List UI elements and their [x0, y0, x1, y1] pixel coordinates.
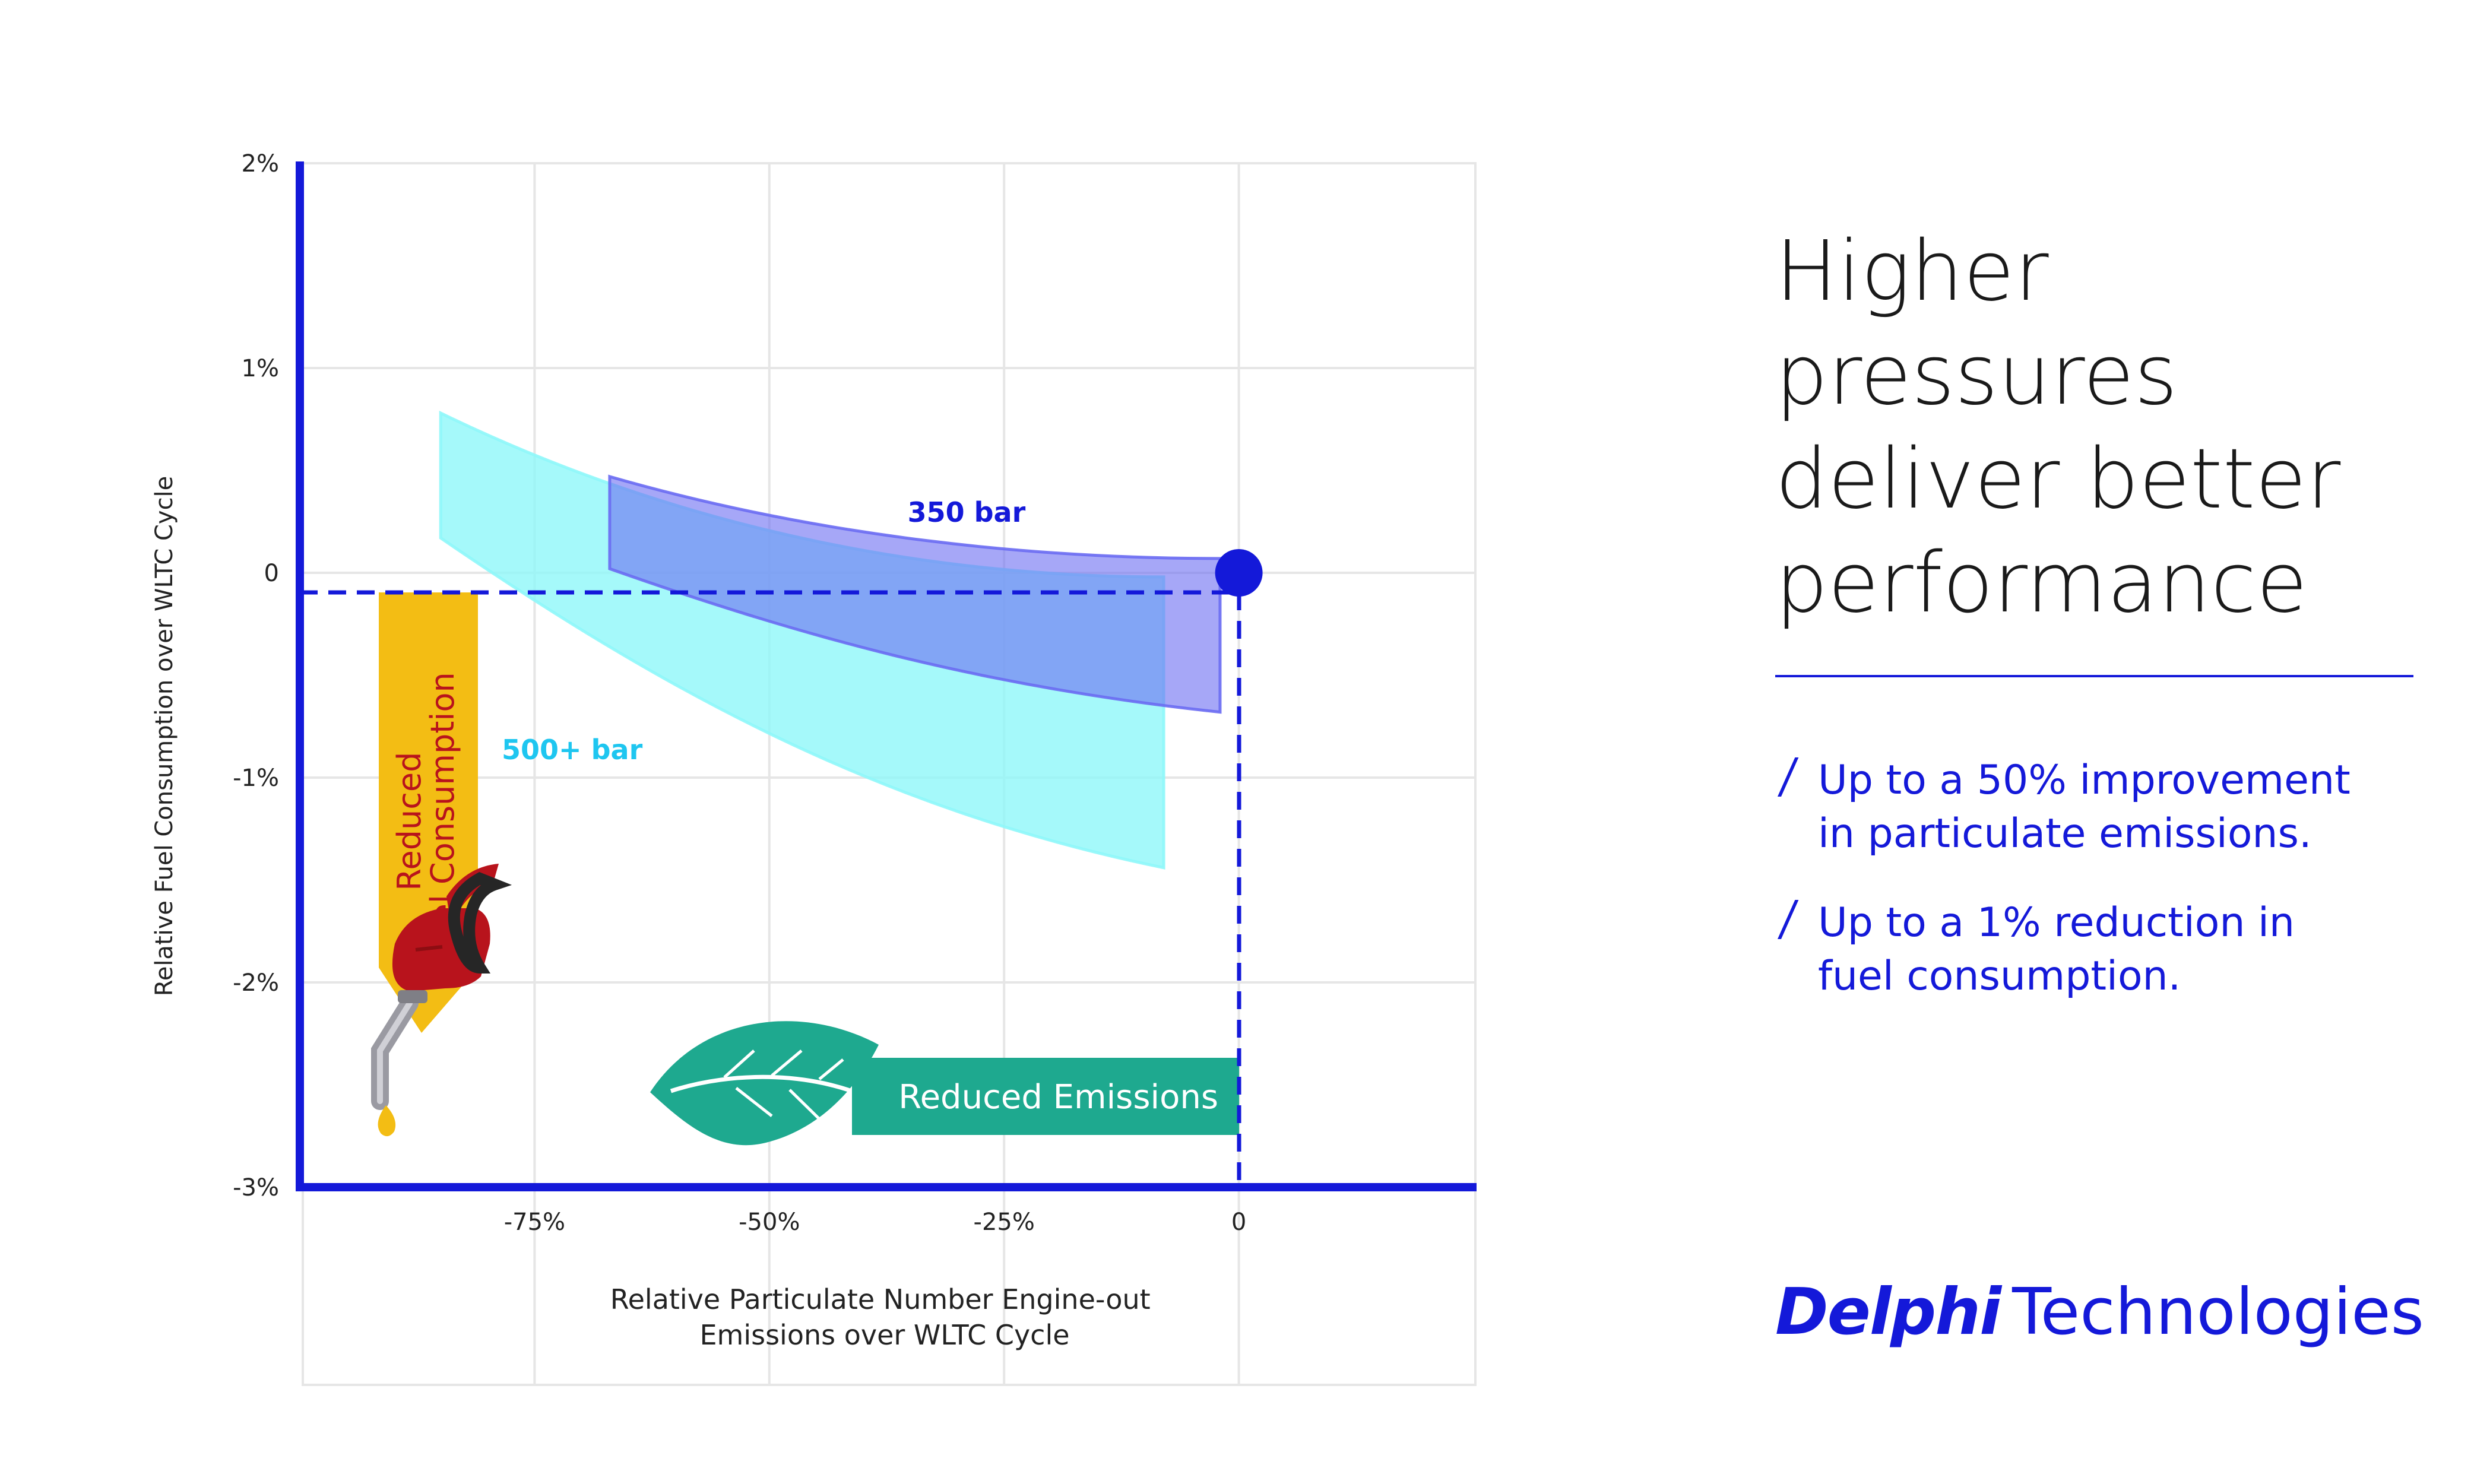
y-tick-label: -1%	[233, 765, 279, 792]
series-bands: 500+ bar 350 bar	[439, 410, 1222, 870]
x-axis-label-line-2: Emissions over WLTC Cycle	[699, 1319, 1069, 1351]
tick-labels: -75% -50% -25% 0 2% 1% 0 -1% -2% -3%	[233, 150, 1246, 1236]
headline-line-4: performance	[1775, 535, 2308, 632]
brand-logo: Delphi Technologies	[1775, 1275, 2424, 1349]
slash-bullet-icon	[1778, 900, 1799, 939]
bullet-1-line-2: in particulate emissions.	[1818, 810, 2312, 857]
x-tick-label: 0	[1231, 1209, 1246, 1236]
headline-line-3: deliver better	[1775, 431, 2341, 528]
reference-point	[1215, 549, 1263, 597]
y-tick-label: -3%	[233, 1174, 279, 1201]
bullet-item: Up to a 1% reduction in fuel consumption…	[1775, 896, 2428, 1003]
brand-name-light: Technologies	[2012, 1275, 2424, 1349]
y-tick-label: -2%	[233, 969, 279, 997]
y-tick-label: 1%	[242, 355, 279, 382]
bullet-2-line-2: fuel consumption.	[1818, 953, 2181, 1000]
series-label: 350 bar	[908, 496, 1026, 528]
y-tick-label: 0	[264, 560, 279, 587]
emissions-arrow-label: Reduced Emissions	[898, 1078, 1218, 1117]
fuel-nozzle-icon	[371, 864, 512, 1137]
series-label: 500+ bar	[502, 734, 643, 766]
headline-line-1: Higher	[1775, 223, 2049, 320]
fuel-arrow-line-1: Reduced	[391, 752, 428, 891]
headline-line-2: pressures	[1775, 327, 2178, 424]
y-tick-label: 2%	[242, 150, 279, 177]
headline: Higher pressures deliver better performa…	[1775, 220, 2428, 635]
y-axis-label: Relative Fuel Consumption over WLTC Cycl…	[151, 476, 178, 997]
divider	[1775, 675, 2413, 677]
bullet-2-line-1: Up to a 1% reduction in	[1818, 899, 2295, 946]
bullet-item: Up to a 50% improvement in particulate e…	[1775, 754, 2428, 861]
bullet-1-line-1: Up to a 50% improvement	[1818, 757, 2351, 804]
emissions-arrow	[852, 1058, 1239, 1135]
slash-bullet-icon	[1778, 757, 1799, 797]
svg-text:Relative Particulate Number En: Relative Particulate Number Engine-out E…	[610, 1283, 1160, 1351]
x-axis-label-line-1: Relative Particulate Number Engine-out	[610, 1283, 1151, 1315]
brand-name-bold: Delphi	[1775, 1275, 2001, 1349]
x-tick-label: -25%	[974, 1209, 1035, 1236]
x-tick-label: -75%	[504, 1209, 565, 1236]
x-tick-label: -50%	[739, 1209, 800, 1236]
bullet-list: Up to a 50% improvement in particulate e…	[1775, 754, 2428, 1039]
